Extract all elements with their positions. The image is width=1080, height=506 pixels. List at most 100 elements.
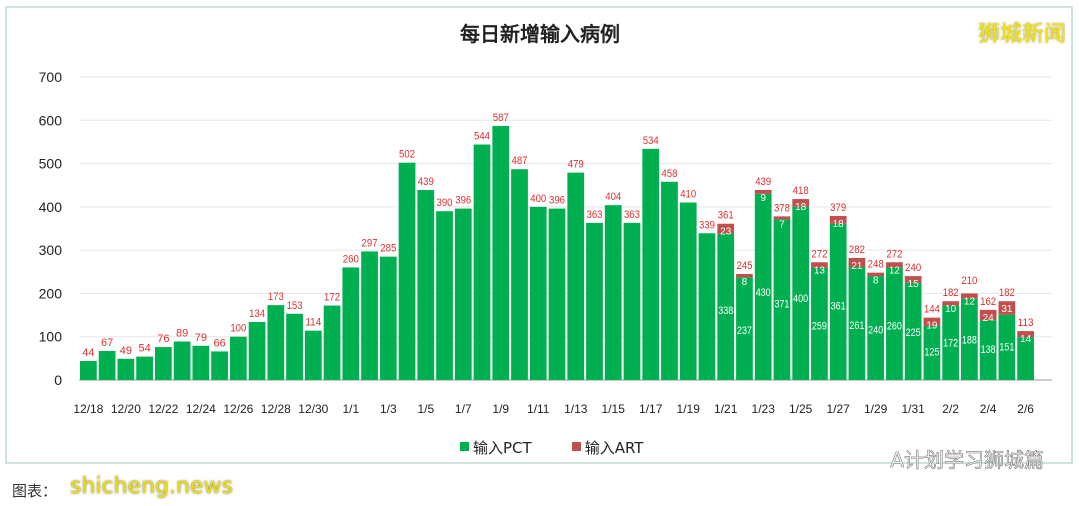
bar-pct <box>942 305 960 380</box>
bar-pct <box>211 351 228 380</box>
total-label: 363 <box>624 209 640 221</box>
bar-art <box>867 272 885 277</box>
watermark-bottom: A计划学习狮城篇 <box>890 448 1044 473</box>
art-label: 23 <box>720 227 732 238</box>
bar-art <box>942 301 960 306</box>
bar-art <box>886 262 903 268</box>
bar-pct <box>154 347 172 380</box>
bar-art <box>979 309 997 321</box>
art-label: 8 <box>742 277 748 288</box>
bar-art <box>754 189 772 194</box>
x-tick-label: 12/18 <box>73 402 103 416</box>
total-label: 534 <box>643 135 659 147</box>
pct-label: 260 <box>887 320 902 332</box>
bar-pct <box>867 276 885 380</box>
bar-pct <box>511 169 528 380</box>
total-label: 210 <box>961 275 977 287</box>
total-label: 404 <box>605 191 621 203</box>
bar-pct <box>998 314 1016 380</box>
art-label: 13 <box>814 265 826 276</box>
bar-art <box>923 317 941 326</box>
total-label: 339 <box>699 219 715 231</box>
pct-label: 172 <box>943 337 958 349</box>
art-label: 12 <box>889 265 901 276</box>
pct-label: 261 <box>849 320 864 332</box>
pct-label: 188 <box>962 334 977 346</box>
total-label: 502 <box>399 149 415 161</box>
pct-label: 338 <box>718 305 733 317</box>
bar-pct <box>642 148 660 380</box>
bar-pct <box>792 206 810 380</box>
x-tick-label: 1/27 <box>826 402 850 416</box>
total-label: 89 <box>176 327 188 339</box>
bar-pct <box>829 223 847 380</box>
total-label: 134 <box>249 308 265 320</box>
bar-pct <box>398 162 416 380</box>
total-label: 182 <box>943 287 959 299</box>
total-label: 297 <box>362 237 378 249</box>
total-label: 153 <box>287 300 303 312</box>
total-label: 245 <box>736 260 752 272</box>
x-tick-label: 1/11 <box>527 402 550 416</box>
art-label: 21 <box>851 261 863 272</box>
site-watermark: shicheng.news <box>70 474 233 499</box>
bar-pct <box>417 189 435 380</box>
total-label: 100 <box>230 323 246 335</box>
bar-pct <box>473 144 491 380</box>
total-label: 66 <box>213 337 225 349</box>
total-label: 363 <box>586 209 602 221</box>
total-label: 76 <box>157 333 169 345</box>
pct-label: 138 <box>981 344 996 356</box>
x-tick-label: 1/17 <box>639 402 663 416</box>
bar-pct <box>661 181 678 380</box>
total-label: 67 <box>101 337 113 349</box>
bar-pct <box>529 206 547 380</box>
total-label: 285 <box>380 243 396 255</box>
pct-label: 240 <box>868 324 883 336</box>
art-label: 9 <box>760 193 766 204</box>
art-label: 14 <box>1020 334 1032 345</box>
total-label: 44 <box>82 347 94 359</box>
bar-art <box>773 216 791 220</box>
total-label: 49 <box>120 345 132 357</box>
y-tick-label: 100 <box>39 329 63 345</box>
x-tick-label: 12/22 <box>148 402 178 416</box>
y-tick-label: 200 <box>39 285 63 301</box>
total-label: 172 <box>324 292 340 304</box>
bar-art <box>811 262 828 268</box>
total-label: 173 <box>268 291 284 303</box>
y-tick-label: 700 <box>39 69 63 85</box>
bar-pct <box>754 193 772 380</box>
pct-label: 151 <box>999 342 1014 354</box>
y-tick-label: 0 <box>54 372 62 388</box>
total-label: 418 <box>793 185 809 197</box>
x-tick-label: 12/26 <box>223 402 253 416</box>
bar-pct <box>811 267 828 380</box>
bar-pct <box>229 336 247 380</box>
total-label: 272 <box>886 248 902 260</box>
total-label: 240 <box>905 262 921 274</box>
y-tick-label: 400 <box>39 199 63 215</box>
x-tick-label: 1/25 <box>789 402 813 416</box>
bar-art <box>904 276 922 283</box>
legend-pct: 输入PCT <box>460 437 532 458</box>
x-tick-label: 1/23 <box>752 402 776 416</box>
legend: 输入PCT 输入ART <box>460 437 643 458</box>
bar-pct <box>848 267 866 380</box>
bar-pct <box>436 211 453 380</box>
total-label: 379 <box>830 202 846 214</box>
chart-title: 每日新增输入病例 <box>460 22 620 46</box>
bar-art <box>998 301 1016 315</box>
bar-pct <box>117 358 135 380</box>
bar-pct <box>698 233 716 380</box>
bar-pct <box>492 125 510 380</box>
total-label: 439 <box>418 176 434 188</box>
chart-frame <box>5 6 1073 464</box>
bar-pct <box>80 360 97 380</box>
bar-art <box>1017 331 1034 338</box>
legend-swatch-pct <box>460 442 469 451</box>
y-tick-label: 500 <box>39 156 63 172</box>
bar-pct <box>567 172 585 380</box>
legend-label: 输入ART <box>584 439 644 457</box>
total-label: 182 <box>999 287 1015 299</box>
